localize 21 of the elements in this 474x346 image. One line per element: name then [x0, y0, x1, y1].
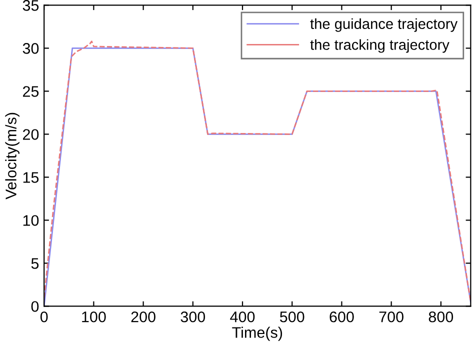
y-tick-label: 15 [23, 172, 39, 183]
x-tick-label: 200 [131, 311, 156, 322]
y-tick-label: 20 [23, 129, 39, 140]
legend-label: the tracking trajectory [310, 39, 450, 53]
x-tick-label: 800 [428, 311, 454, 322]
y-tick-label: 30 [22, 43, 39, 54]
x-tick-label: 400 [230, 311, 255, 322]
x-tick-label: 300 [180, 311, 206, 322]
y-axis-title: Velocity(m/s) [5, 112, 20, 200]
x-tick-label: 500 [280, 311, 304, 322]
y-tick-label: 25 [23, 86, 39, 97]
x-axis-title: Time(s) [232, 326, 282, 341]
x-tick-label: 100 [82, 311, 106, 322]
x-tick-label: 0 [40, 311, 48, 322]
y-tick-label: 5 [31, 258, 39, 269]
y-tick-label: 0 [31, 301, 39, 312]
y-tick-label: 10 [23, 215, 39, 226]
x-tick-label: 600 [330, 311, 354, 322]
legend-label: the guidance trajectory [310, 18, 458, 32]
x-tick-label: 700 [379, 311, 404, 322]
y-tick-label: 35 [22, 0, 39, 11]
